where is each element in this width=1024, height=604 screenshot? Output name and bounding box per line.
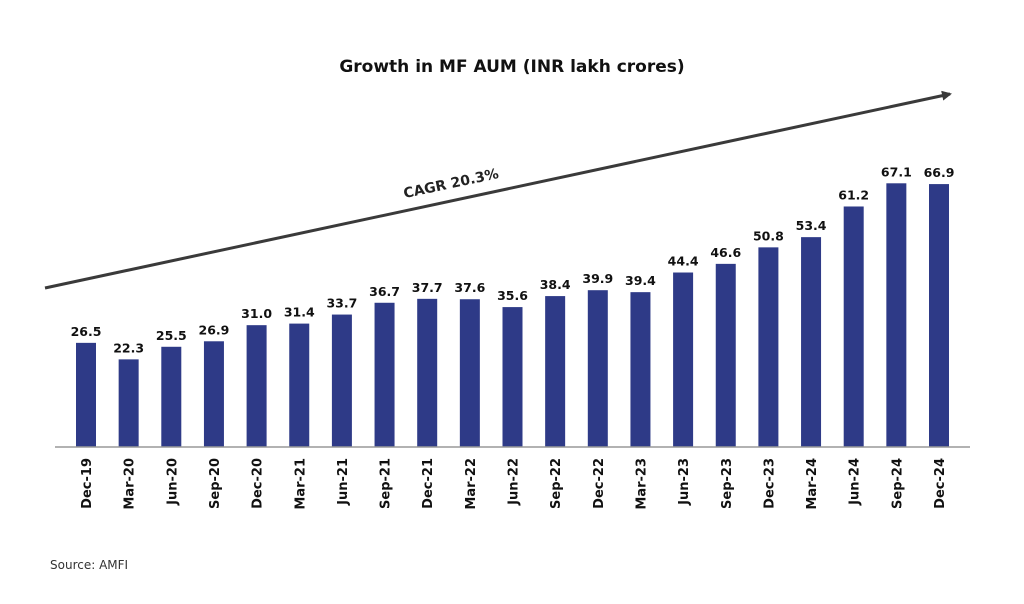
data-label: 53.4 — [796, 218, 827, 233]
x-tick-label: Jun-23 — [677, 458, 692, 506]
data-label: 31.0 — [241, 306, 272, 321]
data-label: 31.4 — [284, 305, 315, 320]
data-label: 33.7 — [326, 296, 357, 311]
bar-Jun-20 — [161, 346, 182, 447]
bar-Dec-22 — [587, 290, 608, 447]
bar-Jun-24 — [843, 206, 864, 447]
cagr-label: CAGR 20.3% — [402, 166, 500, 202]
bar-Jun-21 — [331, 314, 352, 447]
bar-Sep-21 — [374, 302, 395, 447]
data-label: 22.3 — [113, 340, 144, 355]
x-tick-label: Mar-20 — [123, 458, 138, 510]
x-tick-label: Mar-22 — [464, 458, 479, 510]
bar-Sep-20 — [203, 341, 224, 447]
source-note: Source: AMFI — [50, 558, 128, 572]
data-label: 50.8 — [753, 228, 784, 243]
data-label: 44.4 — [668, 254, 699, 269]
x-tick-label: Jun-24 — [848, 458, 863, 506]
data-label: 37.6 — [454, 280, 485, 295]
data-label: 26.9 — [199, 322, 230, 337]
bar-Mar-24 — [801, 237, 822, 447]
x-tick-label: Dec-22 — [592, 458, 607, 509]
x-tick-label: Jun-22 — [507, 458, 522, 506]
data-label: 38.4 — [540, 277, 571, 292]
x-tick-label: Mar-24 — [805, 458, 820, 510]
bar-Jun-22 — [502, 307, 523, 447]
data-label: 35.6 — [497, 288, 528, 303]
data-label: 67.1 — [881, 164, 912, 179]
x-tick-label: Jun-21 — [336, 458, 351, 506]
bar-Sep-22 — [545, 296, 566, 447]
data-label: 39.4 — [625, 273, 656, 288]
x-tick-label: Sep-22 — [549, 458, 564, 509]
bar-Mar-22 — [459, 299, 480, 447]
x-tick-label: Jun-20 — [165, 458, 180, 506]
x-tick-label: Dec-23 — [762, 458, 777, 509]
x-tick-label: Sep-23 — [720, 458, 735, 509]
data-label: 37.7 — [412, 280, 443, 295]
x-tick-label: Dec-21 — [421, 458, 436, 509]
data-label: 61.2 — [838, 187, 869, 202]
bar-Dec-19 — [76, 342, 96, 447]
data-label: 39.9 — [582, 271, 613, 286]
x-tick-label: Dec-19 — [80, 458, 95, 509]
bar-Jun-23 — [673, 272, 694, 447]
bar-Mar-21 — [289, 323, 310, 447]
x-tick-label: Sep-21 — [379, 458, 394, 509]
data-label: 36.7 — [369, 284, 400, 299]
bar-Mar-20 — [118, 359, 139, 447]
data-label: 26.5 — [71, 324, 102, 339]
bar-Dec-21 — [417, 298, 438, 447]
chart-title: Growth in MF AUM (INR lakh crores) — [339, 57, 684, 77]
bar-Sep-24 — [886, 183, 907, 447]
bar-Dec-23 — [758, 247, 779, 447]
bar-Dec-20 — [246, 325, 267, 447]
x-tick-label: Dec-24 — [933, 458, 948, 509]
x-tick-label: Mar-23 — [634, 458, 649, 510]
data-label: 46.6 — [710, 245, 741, 260]
x-tick-label: Sep-20 — [208, 458, 223, 509]
data-label: 25.5 — [156, 328, 187, 343]
x-tick-label: Sep-24 — [890, 458, 905, 509]
bar-Mar-23 — [630, 292, 651, 447]
cagr-arrow — [44, 90, 952, 290]
x-tick-label: Mar-21 — [293, 458, 308, 510]
bar-Sep-23 — [715, 263, 736, 447]
bar-Dec-24 — [929, 184, 949, 447]
data-label: 66.9 — [924, 165, 955, 180]
x-tick-label: Dec-20 — [251, 458, 266, 509]
